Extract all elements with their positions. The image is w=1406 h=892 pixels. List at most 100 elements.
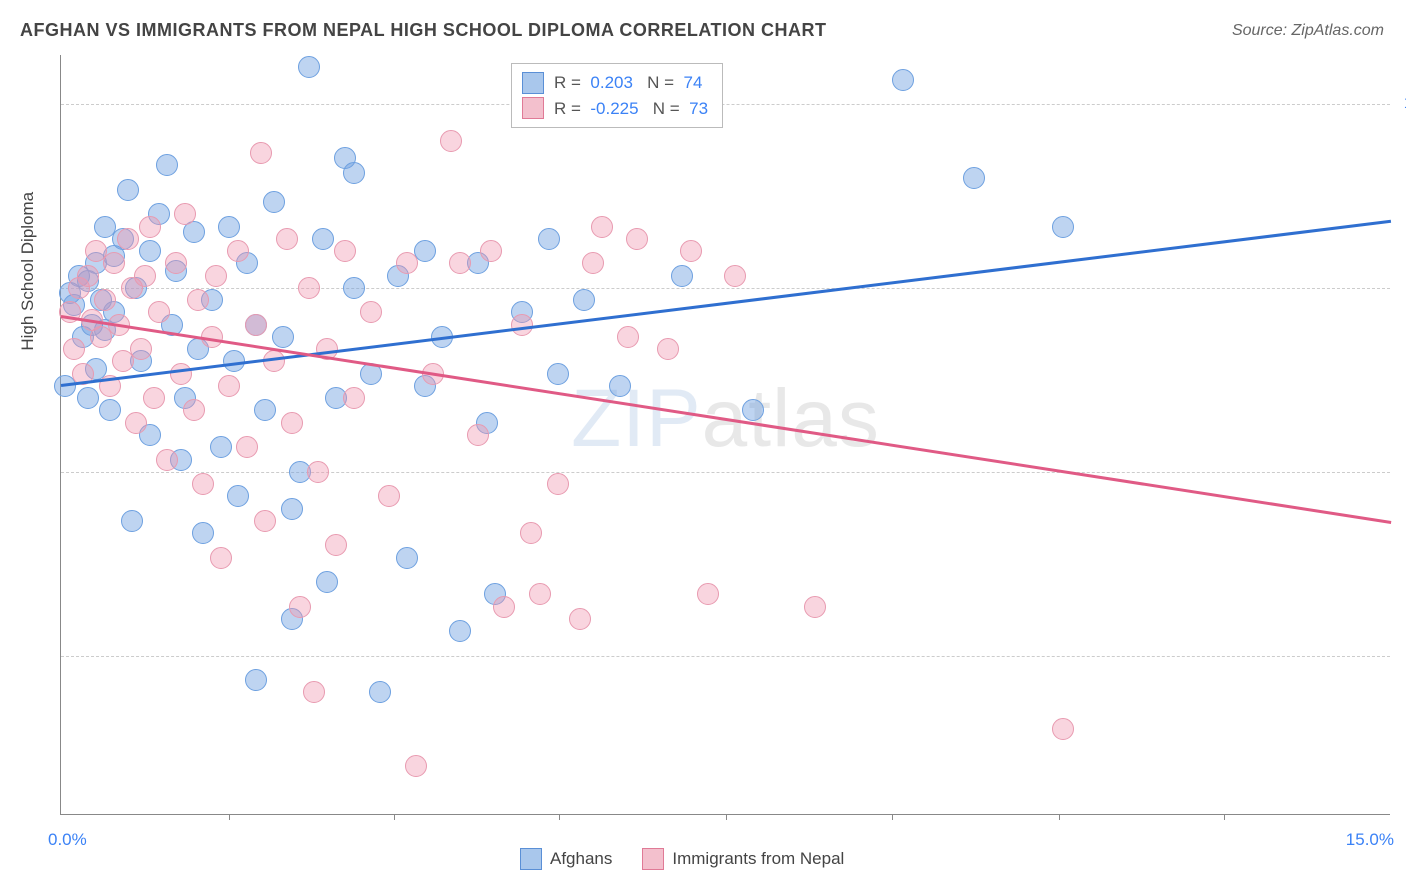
data-point xyxy=(325,534,347,556)
data-point xyxy=(493,596,515,618)
data-point xyxy=(405,755,427,777)
x-tick xyxy=(559,814,560,820)
legend-swatch xyxy=(522,72,544,94)
x-tick xyxy=(394,814,395,820)
legend-item: Afghans xyxy=(520,848,612,870)
data-point xyxy=(298,277,320,299)
data-point xyxy=(263,191,285,213)
gridline xyxy=(61,656,1390,657)
data-point xyxy=(210,547,232,569)
legend-label: Afghans xyxy=(550,849,612,869)
data-point xyxy=(148,301,170,323)
data-point xyxy=(680,240,702,262)
data-point xyxy=(396,252,418,274)
data-point xyxy=(103,252,125,274)
data-point xyxy=(121,510,143,532)
data-point xyxy=(205,265,227,287)
data-point xyxy=(183,399,205,421)
gridline xyxy=(61,472,1390,473)
data-point xyxy=(697,583,719,605)
data-point xyxy=(77,265,99,287)
data-point xyxy=(440,130,462,152)
x-tick xyxy=(892,814,893,820)
data-point xyxy=(569,608,591,630)
data-point xyxy=(236,436,258,458)
data-point xyxy=(307,461,329,483)
data-point xyxy=(139,240,161,262)
data-point xyxy=(1052,216,1074,238)
x-tick xyxy=(229,814,230,820)
data-point xyxy=(125,412,147,434)
chart-title: AFGHAN VS IMMIGRANTS FROM NEPAL HIGH SCH… xyxy=(20,20,827,41)
y-tick-label: 85.0% xyxy=(1398,463,1406,481)
data-point xyxy=(892,69,914,91)
y-tick-label: 100.0% xyxy=(1398,95,1406,113)
data-point xyxy=(547,473,569,495)
legend-stats-row: R = -0.225 N = 73 xyxy=(522,96,708,122)
data-point xyxy=(343,162,365,184)
data-point xyxy=(170,363,192,385)
data-point xyxy=(343,387,365,409)
data-point xyxy=(245,314,267,336)
data-point xyxy=(360,301,382,323)
data-point xyxy=(671,265,693,287)
x-tick xyxy=(1059,814,1060,820)
plot-area: ZIPatlas 77.5%85.0%92.5%100.0%R = 0.203 … xyxy=(60,55,1390,815)
data-point xyxy=(312,228,334,250)
data-point xyxy=(396,547,418,569)
data-point xyxy=(276,228,298,250)
data-point xyxy=(343,277,365,299)
data-point xyxy=(254,510,276,532)
data-point xyxy=(480,240,502,262)
legend-stats-text: R = -0.225 N = 73 xyxy=(554,96,708,122)
data-point xyxy=(626,228,648,250)
data-point xyxy=(94,289,116,311)
data-point xyxy=(156,154,178,176)
data-point xyxy=(289,596,311,618)
trend-line xyxy=(61,219,1391,386)
data-point xyxy=(742,399,764,421)
data-point xyxy=(130,338,152,360)
gridline xyxy=(61,288,1390,289)
gridline xyxy=(61,104,1390,105)
legend-item: Immigrants from Nepal xyxy=(642,848,844,870)
data-point xyxy=(254,399,276,421)
data-point xyxy=(250,142,272,164)
x-tick xyxy=(726,814,727,820)
data-point xyxy=(963,167,985,189)
data-point xyxy=(210,436,232,458)
data-point xyxy=(139,216,161,238)
y-axis-title: High School Diploma xyxy=(18,192,38,351)
data-point xyxy=(529,583,551,605)
data-point xyxy=(609,375,631,397)
legend-stats: R = 0.203 N = 74R = -0.225 N = 73 xyxy=(511,63,723,128)
data-point xyxy=(449,252,471,274)
data-point xyxy=(174,203,196,225)
data-point xyxy=(192,522,214,544)
data-point xyxy=(281,412,303,434)
legend-bottom: Afghans Immigrants from Nepal xyxy=(520,848,844,870)
data-point xyxy=(467,424,489,446)
data-point xyxy=(449,620,471,642)
legend-swatch xyxy=(642,848,664,870)
data-point xyxy=(657,338,679,360)
source-attribution: Source: ZipAtlas.com xyxy=(1232,22,1384,40)
data-point xyxy=(804,596,826,618)
data-point xyxy=(281,498,303,520)
data-point xyxy=(187,289,209,311)
data-point xyxy=(298,56,320,78)
chart-container: AFGHAN VS IMMIGRANTS FROM NEPAL HIGH SCH… xyxy=(0,0,1406,892)
data-point xyxy=(63,338,85,360)
legend-swatch xyxy=(520,848,542,870)
y-tick-label: 92.5% xyxy=(1398,279,1406,297)
data-point xyxy=(582,252,604,274)
watermark-bold: ZIP xyxy=(571,373,702,464)
x-axis-max-label: 15.0% xyxy=(1346,830,1394,850)
data-point xyxy=(1052,718,1074,740)
data-point xyxy=(724,265,746,287)
data-point xyxy=(117,228,139,250)
data-point xyxy=(245,669,267,691)
data-point xyxy=(378,485,400,507)
data-point xyxy=(547,363,569,385)
data-point xyxy=(227,240,249,262)
